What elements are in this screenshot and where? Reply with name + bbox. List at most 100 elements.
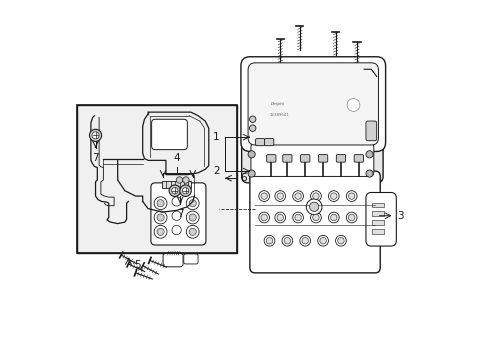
Circle shape <box>319 238 325 244</box>
Text: 7: 7 <box>92 153 99 163</box>
Text: 4: 4 <box>173 153 180 163</box>
FancyBboxPatch shape <box>241 57 385 152</box>
FancyBboxPatch shape <box>336 155 345 162</box>
Circle shape <box>348 193 354 199</box>
FancyBboxPatch shape <box>300 155 309 162</box>
Circle shape <box>154 211 166 224</box>
Circle shape <box>365 170 372 177</box>
Circle shape <box>317 235 328 246</box>
Circle shape <box>186 225 199 238</box>
Circle shape <box>172 211 181 220</box>
Circle shape <box>176 177 183 183</box>
FancyBboxPatch shape <box>183 254 198 264</box>
FancyBboxPatch shape <box>151 183 205 245</box>
Bar <box>371 203 384 207</box>
Circle shape <box>292 191 303 202</box>
Circle shape <box>89 129 102 141</box>
Circle shape <box>348 214 354 221</box>
Text: 5: 5 <box>134 260 140 270</box>
FancyBboxPatch shape <box>282 155 291 162</box>
Circle shape <box>180 185 191 197</box>
Bar <box>371 220 384 225</box>
Text: 7: 7 <box>177 208 183 219</box>
Circle shape <box>157 214 164 221</box>
Bar <box>371 229 384 234</box>
FancyBboxPatch shape <box>365 193 395 246</box>
Circle shape <box>261 193 267 199</box>
Circle shape <box>171 188 178 194</box>
Circle shape <box>310 191 321 202</box>
Circle shape <box>154 197 166 210</box>
Circle shape <box>92 132 99 139</box>
FancyBboxPatch shape <box>264 139 273 146</box>
FancyBboxPatch shape <box>255 139 264 146</box>
FancyBboxPatch shape <box>365 121 376 141</box>
Circle shape <box>276 193 283 199</box>
Circle shape <box>328 191 339 202</box>
Circle shape <box>282 235 292 246</box>
Text: Delphi: Delphi <box>271 102 285 106</box>
Circle shape <box>157 200 164 207</box>
Circle shape <box>274 191 285 202</box>
Circle shape <box>172 225 181 235</box>
Circle shape <box>169 185 180 197</box>
FancyBboxPatch shape <box>241 136 382 183</box>
Circle shape <box>183 177 189 183</box>
Circle shape <box>189 200 196 207</box>
Circle shape <box>261 214 267 221</box>
FancyBboxPatch shape <box>247 63 378 145</box>
Circle shape <box>249 125 255 131</box>
Circle shape <box>247 170 255 177</box>
Circle shape <box>276 214 283 221</box>
Circle shape <box>312 214 319 221</box>
Circle shape <box>328 212 339 223</box>
Circle shape <box>274 212 285 223</box>
FancyBboxPatch shape <box>163 253 183 267</box>
Circle shape <box>189 228 196 235</box>
Circle shape <box>337 238 344 244</box>
Circle shape <box>294 214 301 221</box>
Bar <box>162 181 190 188</box>
Text: 1: 1 <box>212 132 219 142</box>
Circle shape <box>310 212 321 223</box>
FancyBboxPatch shape <box>151 119 187 150</box>
Bar <box>77 105 237 253</box>
Circle shape <box>258 212 269 223</box>
Circle shape <box>312 193 319 199</box>
Circle shape <box>299 235 310 246</box>
FancyBboxPatch shape <box>318 155 327 162</box>
Circle shape <box>182 188 188 194</box>
FancyBboxPatch shape <box>250 143 373 176</box>
Circle shape <box>154 225 166 238</box>
Text: 3: 3 <box>396 211 403 221</box>
Circle shape <box>292 212 303 223</box>
Circle shape <box>335 235 346 246</box>
Circle shape <box>189 214 196 221</box>
Text: 12389541: 12389541 <box>269 113 289 117</box>
Circle shape <box>302 238 308 244</box>
Circle shape <box>264 235 274 246</box>
Circle shape <box>247 151 255 158</box>
Circle shape <box>330 214 336 221</box>
Circle shape <box>305 199 322 215</box>
Circle shape <box>346 191 356 202</box>
Bar <box>77 105 237 253</box>
Bar <box>371 211 384 216</box>
Circle shape <box>186 197 199 210</box>
FancyBboxPatch shape <box>249 171 380 273</box>
Circle shape <box>309 202 318 211</box>
Circle shape <box>284 238 290 244</box>
FancyBboxPatch shape <box>266 155 275 162</box>
Circle shape <box>294 193 301 199</box>
Circle shape <box>365 151 372 158</box>
Text: 6: 6 <box>240 173 246 183</box>
Circle shape <box>157 228 164 235</box>
Circle shape <box>172 197 181 206</box>
Circle shape <box>186 211 199 224</box>
FancyBboxPatch shape <box>353 155 363 162</box>
Circle shape <box>346 99 359 111</box>
Text: 2: 2 <box>212 166 219 176</box>
Circle shape <box>258 191 269 202</box>
Circle shape <box>266 238 272 244</box>
Circle shape <box>249 116 255 122</box>
